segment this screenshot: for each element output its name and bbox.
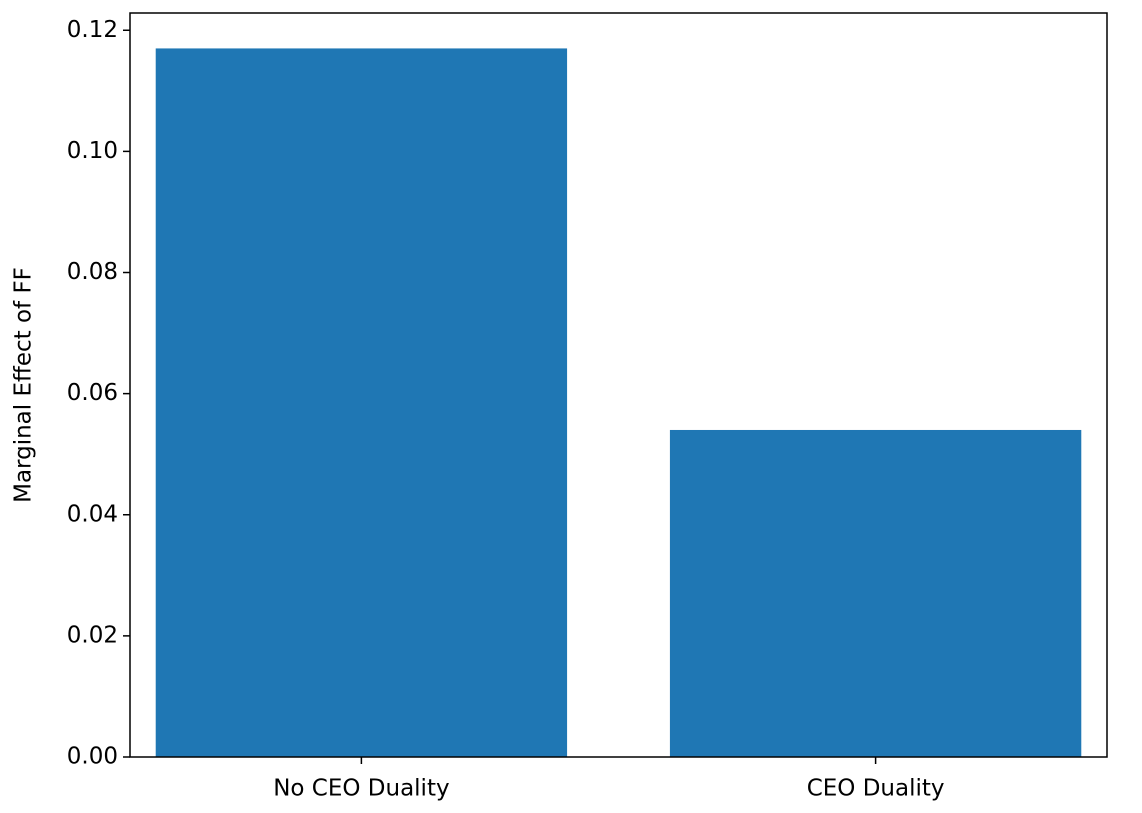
y-tick-label: 0.00 [67, 744, 118, 770]
y-tick-label: 0.02 [67, 622, 118, 648]
y-tick-label: 0.12 [67, 17, 118, 43]
y-tick-label: 0.08 [67, 259, 118, 285]
x-tick-label: No CEO Duality [273, 776, 449, 802]
y-axis-label: Marginal Effect of FF [11, 267, 37, 503]
y-tick-label: 0.04 [67, 501, 118, 527]
bar [155, 48, 568, 757]
x-tick-label: CEO Duality [807, 776, 945, 802]
bar [669, 429, 1082, 757]
y-tick-label: 0.06 [67, 380, 118, 406]
y-tick-label: 0.10 [67, 138, 118, 164]
plot-frame [129, 12, 1108, 758]
